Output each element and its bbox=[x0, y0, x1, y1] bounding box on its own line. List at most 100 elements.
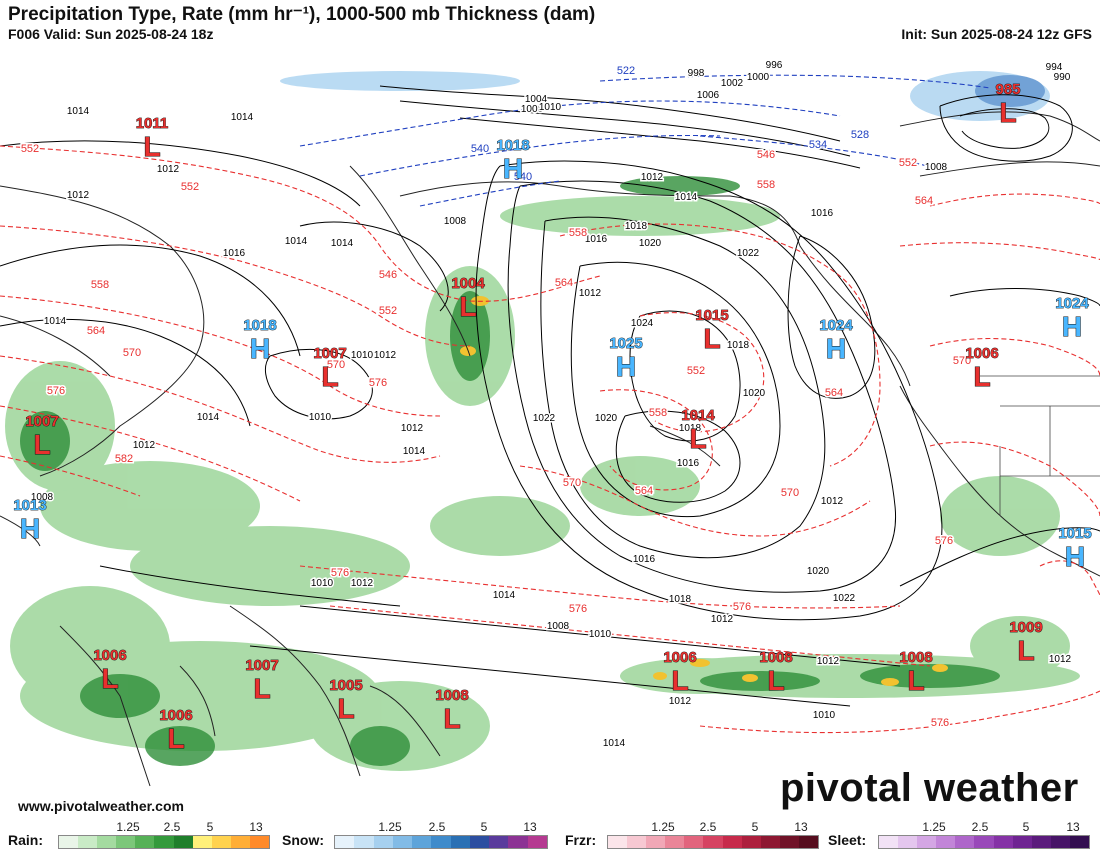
legend-sleet-swatch bbox=[917, 836, 937, 848]
isobar-label: 1012 bbox=[669, 696, 692, 707]
isobar-label: 1012 bbox=[157, 164, 180, 175]
legend-snow-swatch bbox=[335, 836, 355, 848]
isobar-label: 1020 bbox=[743, 388, 766, 399]
pressure-center-value: 1024 bbox=[1055, 295, 1089, 312]
pressure-center-value: 1007 bbox=[245, 657, 278, 674]
legend-frzr-swatch bbox=[703, 836, 723, 848]
pressure-center-value: 1009 bbox=[1009, 619, 1042, 636]
legend-frzr: Frzr: 1.25 2.5 5 13 bbox=[565, 818, 827, 850]
thickness-label: 576 bbox=[569, 603, 587, 615]
thickness-label: 564 bbox=[635, 485, 653, 497]
legend-sleet-swatch bbox=[936, 836, 956, 848]
pressure-center-letter: L bbox=[999, 97, 1016, 128]
isobars bbox=[0, 85, 1100, 707]
thickness-label: 570 bbox=[953, 355, 971, 367]
pressure-center-value: 1025 bbox=[609, 335, 642, 352]
isobar-label: 1018 bbox=[727, 340, 750, 351]
thickness-label: 528 bbox=[851, 129, 869, 141]
isobar-label: 1018 bbox=[669, 594, 692, 605]
isobar-label: 1018 bbox=[625, 221, 648, 232]
legend-rain-swatch bbox=[249, 836, 270, 848]
legend-rain-tick-3: 5 bbox=[206, 820, 214, 834]
pressure-center-value: 1008 bbox=[899, 649, 932, 666]
pressure-center-value: 1006 bbox=[663, 649, 696, 666]
isobar-label: 1014 bbox=[331, 238, 354, 249]
thickness-label: 564 bbox=[825, 387, 843, 399]
isobar-label: 1012 bbox=[579, 288, 602, 299]
isobar-label: 1022 bbox=[737, 248, 760, 259]
website-url: www.pivotalweather.com bbox=[18, 798, 184, 814]
legend-snow-bar bbox=[334, 835, 548, 849]
thickness-label: 576 bbox=[935, 535, 953, 547]
thickness-label: 576 bbox=[331, 567, 349, 579]
thickness-label: 552 bbox=[899, 157, 917, 169]
pressure-center-letter: H bbox=[1065, 541, 1085, 572]
isobar-label: 1014 bbox=[285, 236, 308, 247]
valid-time: F006 Valid: Sun 2025-08-24 18z bbox=[8, 26, 214, 42]
thickness-label: 570 bbox=[781, 487, 799, 499]
legend-snow-tick-2: 2.5 bbox=[428, 820, 446, 834]
weather-map[interactable]: 1014 1012 1014 1012 1014 1014 1016 1014 1012 1010… bbox=[0, 46, 1100, 818]
precip-rain-intense bbox=[460, 296, 948, 686]
pressure-center-letter: H bbox=[1062, 311, 1082, 342]
thickness-labels: 552 552 558 564 570 576 582 546 552 558 564 570 576 5… bbox=[19, 64, 972, 731]
isobar-label: 994 bbox=[1046, 62, 1063, 73]
legend-snow-tick-4: 13 bbox=[523, 820, 537, 834]
thickness-contours-warm bbox=[0, 145, 1100, 734]
pressure-center-letter: L bbox=[689, 423, 706, 454]
legend-snow-swatch bbox=[412, 836, 432, 848]
pressure-center-value: 1006 bbox=[159, 707, 192, 724]
legend-sleet-swatch bbox=[1069, 836, 1090, 848]
isobar-label: 1014 bbox=[67, 106, 90, 117]
thickness-label: 564 bbox=[555, 277, 573, 289]
thickness-label: 558 bbox=[569, 227, 587, 239]
pressure-center-value: 1005 bbox=[329, 677, 362, 694]
legend-snow-swatch bbox=[450, 836, 470, 848]
legend-snow-tick-3: 5 bbox=[480, 820, 488, 834]
isobar-label: 1016 bbox=[677, 458, 700, 469]
pressure-center-value: 1015 bbox=[1058, 525, 1091, 542]
isobar-label: 1020 bbox=[595, 413, 618, 424]
isobar-label: 1012 bbox=[351, 578, 374, 589]
isobar-label: 1014 bbox=[403, 446, 426, 457]
legend-rain-swatch bbox=[78, 836, 98, 848]
pivotal-weather-logo: pivotal weather bbox=[780, 766, 1079, 810]
legend-snow: Snow: 1.25 2.5 5 13 bbox=[282, 818, 550, 850]
pressure-center-value: 1004 bbox=[451, 275, 485, 292]
legend-snow-swatch bbox=[431, 836, 451, 848]
isobar-label: 1010 bbox=[311, 578, 334, 589]
thickness-label: 558 bbox=[91, 279, 109, 291]
pressure-center-letter: L bbox=[253, 673, 270, 704]
legend-rain-tick-2: 2.5 bbox=[163, 820, 181, 834]
pressure-center-value: 1013 bbox=[13, 497, 46, 514]
thickness-label: 552 bbox=[687, 365, 705, 377]
isobar-label: 1016 bbox=[633, 554, 656, 565]
legend-frzr-label: Frzr: bbox=[565, 832, 597, 848]
thickness-label: 546 bbox=[757, 149, 775, 161]
legend-frzr-swatch bbox=[741, 836, 761, 848]
legend-rain-swatch bbox=[97, 836, 117, 848]
legend-snow-swatch bbox=[373, 836, 393, 848]
thickness-label: 552 bbox=[181, 181, 199, 193]
isobar-label: 1008 bbox=[31, 492, 54, 503]
legend-rain-tick-4: 13 bbox=[249, 820, 263, 834]
isobar-label: 1014 bbox=[493, 590, 516, 601]
isobar-label: 1022 bbox=[833, 593, 856, 604]
legend-frzr-tick-1: 1.25 bbox=[651, 820, 675, 834]
legend-rain-swatch bbox=[154, 836, 174, 848]
pressure-center-letter: L bbox=[33, 429, 50, 460]
legend-sleet-swatch bbox=[1050, 836, 1070, 848]
legend-rain-swatch bbox=[211, 836, 231, 848]
pressure-center-value: 1007 bbox=[25, 413, 58, 430]
pressure-center-value: 1014 bbox=[681, 407, 715, 424]
pressure-center-letter: L bbox=[167, 723, 184, 754]
thickness-label: 534 bbox=[809, 139, 827, 151]
